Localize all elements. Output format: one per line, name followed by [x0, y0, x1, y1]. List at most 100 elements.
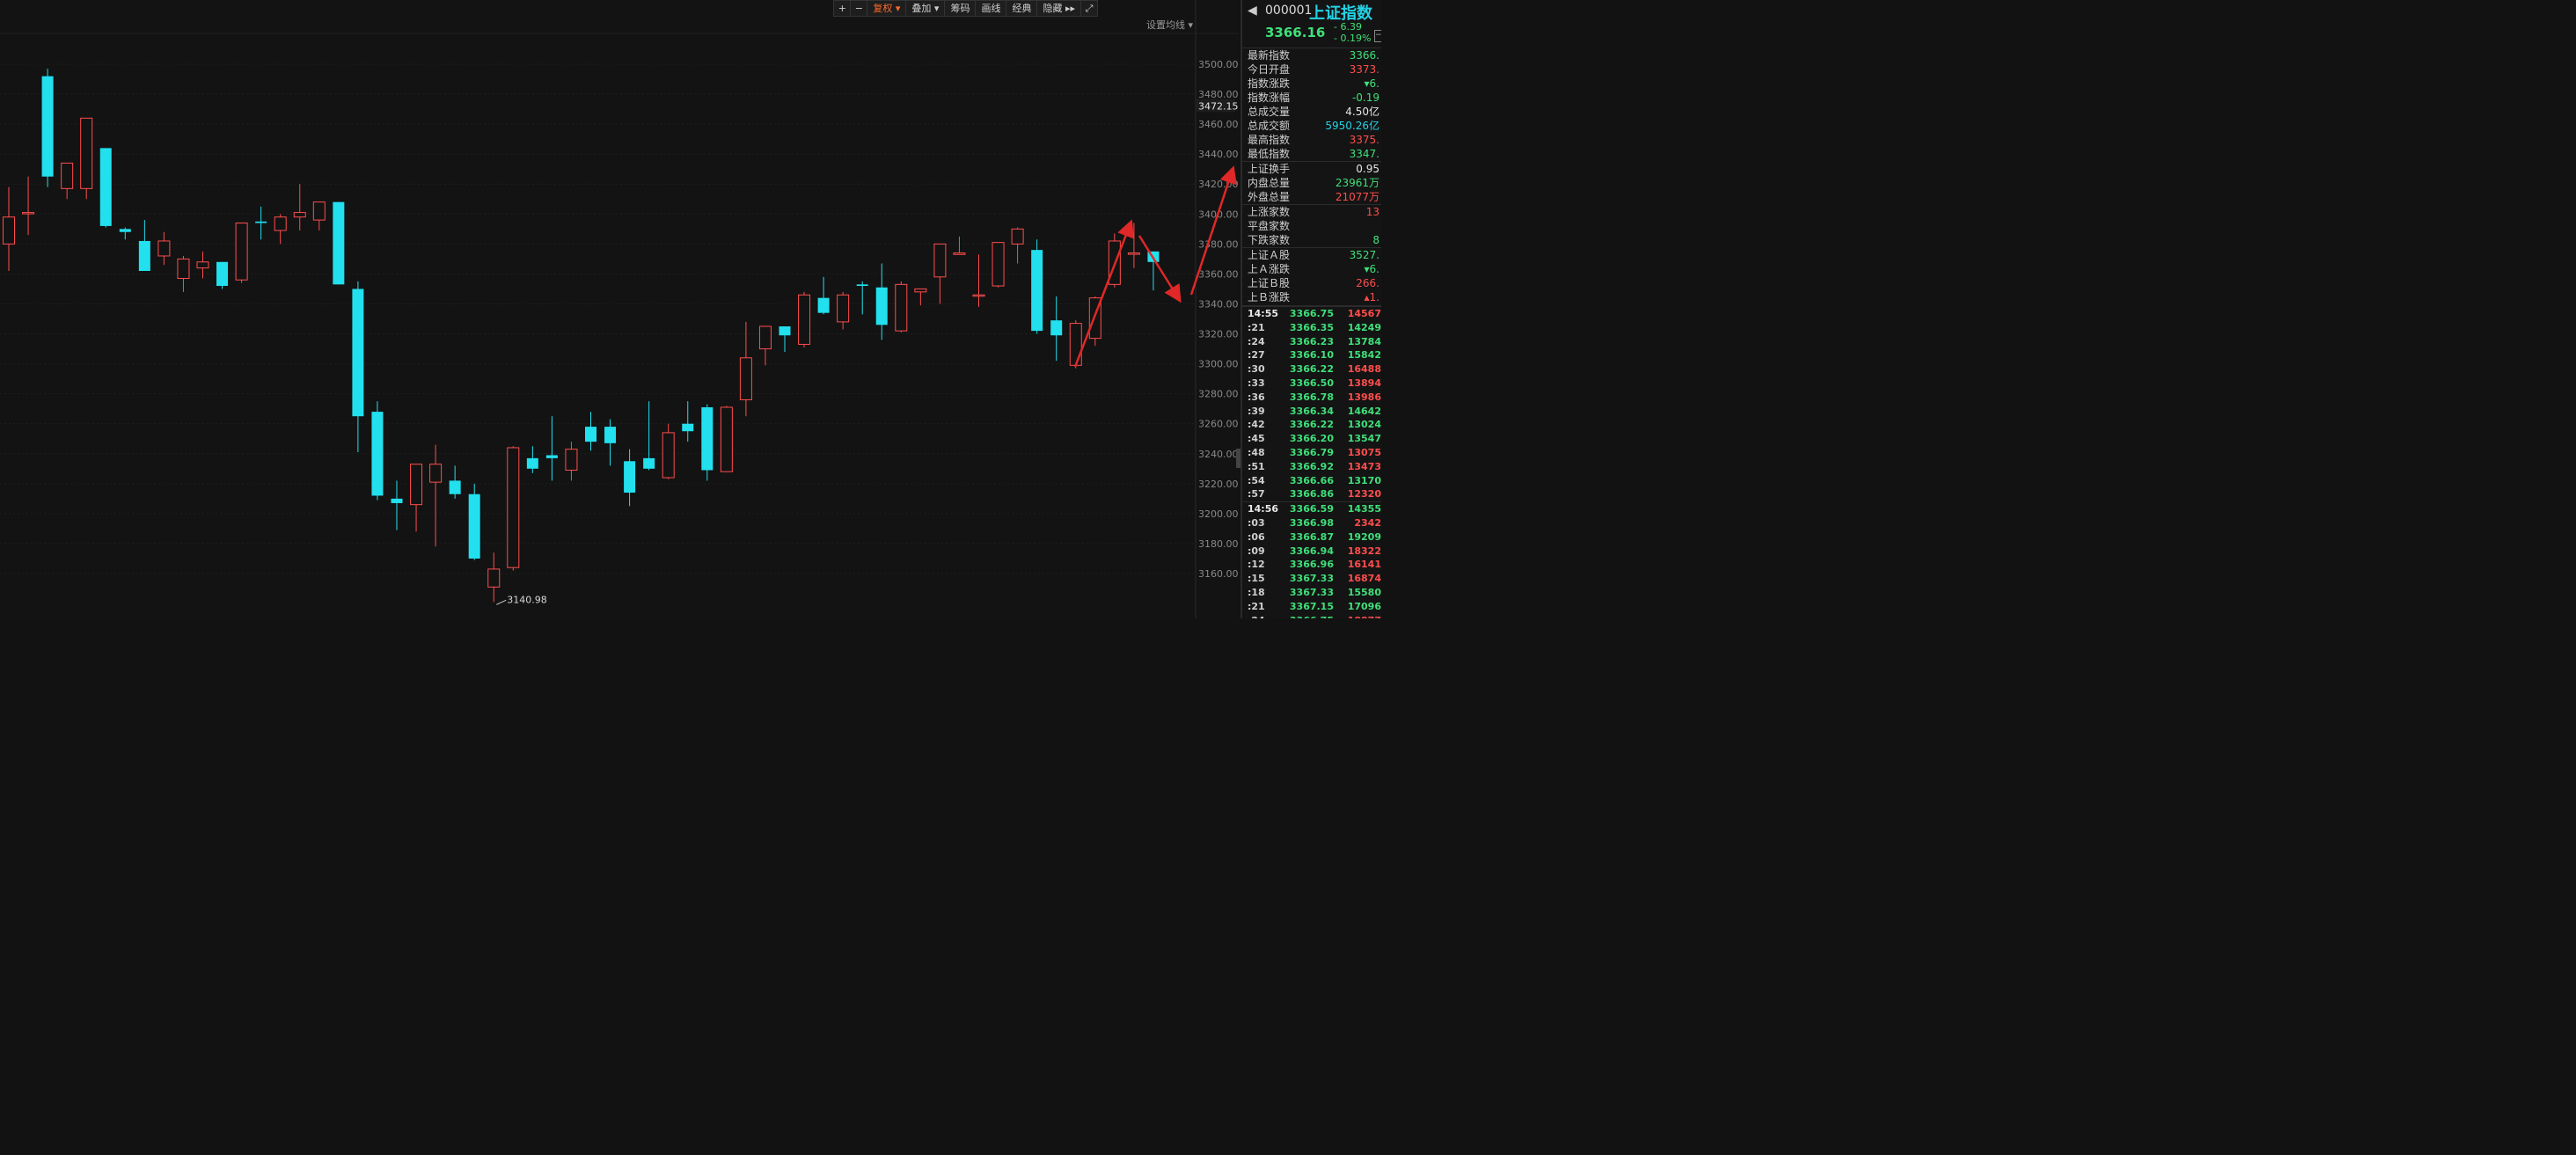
quote-value: 13	[1365, 206, 1379, 218]
kline-chart[interactable]: 3500.003480.003460.003440.003420.003400.…	[0, 0, 1346, 618]
zoom-in-button[interactable]: +	[833, 0, 852, 17]
tick-volume: 18322	[1347, 545, 1381, 557]
kline-chart-area[interactable]: 3500.003480.003460.003440.003420.003400.…	[0, 0, 1346, 618]
candle-body	[662, 432, 675, 479]
quote-label: 今日开盘	[1248, 63, 1291, 76]
tick-price: 3366.22	[1289, 363, 1334, 376]
toggle-button[interactable]: −	[1374, 30, 1381, 42]
candle-body	[1050, 320, 1063, 336]
candle-body	[1127, 252, 1140, 255]
quote-value: 3347.	[1349, 148, 1379, 160]
fullscreen-icon[interactable]: ⤢	[1080, 0, 1098, 17]
tick-volume: 15842	[1347, 349, 1381, 362]
double-chevron-right-icon: ▸▸	[1065, 3, 1075, 14]
tick-time: :06	[1248, 530, 1265, 543]
quote-value: 23961万	[1335, 177, 1379, 189]
tick-volume: 13075	[1347, 446, 1381, 458]
tick-volume: 14355	[1347, 503, 1381, 515]
hide-button[interactable]: 隐藏 ▸▸	[1036, 0, 1081, 17]
chip-distribution-button[interactable]: 筹码	[944, 0, 977, 17]
candle-body	[41, 76, 54, 177]
tick-price: 3367.33	[1289, 573, 1334, 585]
candle-body	[216, 261, 229, 287]
draw-line-button[interactable]: 画线	[975, 0, 1007, 17]
y-tick-label: 3420.00	[1198, 179, 1239, 190]
quote-label: 上证换手	[1248, 163, 1291, 175]
tick-row: :48 3366.79 13075	[1242, 446, 1381, 460]
quote-row: 总成交量 4.50亿	[1242, 105, 1381, 119]
tick-price: 3366.34	[1289, 405, 1334, 417]
candle-body	[312, 201, 326, 221]
tick-volume: 13024	[1347, 419, 1381, 431]
tick-volume: 13894	[1347, 376, 1381, 389]
candle-body	[992, 242, 1005, 287]
tick-row: :54 3366.66 13170	[1242, 474, 1381, 488]
tick-volume: 14642	[1347, 405, 1381, 417]
candle-body	[119, 229, 131, 232]
candle-body	[487, 568, 501, 588]
tick-time: :21	[1248, 321, 1265, 333]
tick-row: :42 3366.22 13024	[1242, 418, 1381, 432]
candle-body	[875, 287, 888, 325]
candle-body	[196, 261, 209, 269]
tick-price: 3366.22	[1289, 419, 1334, 431]
candle-body	[682, 423, 694, 432]
tick-time: :27	[1248, 349, 1265, 362]
chart-toolbar: + − 复权 ▾ 叠加 ▾ 筹码 画线 经典 隐藏 ▸▸ ⤢	[833, 0, 1098, 17]
quote-row: 上Ｂ涨跌 ▴1.	[1242, 290, 1381, 304]
quote-value: 266.	[1356, 277, 1379, 289]
candle-body	[1069, 323, 1082, 366]
quote-value: -0.19	[1351, 91, 1379, 104]
quote-label: 最高指数	[1248, 134, 1291, 146]
tick-price: 3366.75	[1289, 308, 1334, 319]
tick-time: :36	[1248, 391, 1265, 403]
quote-value: 3375.	[1349, 134, 1379, 146]
candle-body	[1031, 250, 1043, 332]
overlay-button[interactable]: 叠加 ▾	[905, 0, 946, 17]
candle-body	[837, 294, 850, 323]
tick-list[interactable]: 14:55 3366.75 14567:21 3366.35 14249:24 3366.…	[1242, 305, 1381, 618]
quote-value: ▾6.	[1364, 263, 1379, 275]
candle-body	[856, 284, 868, 287]
quote-value	[1309, 219, 1381, 233]
quote-value: 5950.26亿	[1325, 120, 1379, 132]
tick-price: 3366.78	[1289, 391, 1334, 403]
quote-row: 指数涨幅 -0.19	[1242, 91, 1381, 105]
y-tick-label: 3220.00	[1198, 479, 1239, 490]
chevron-down-icon: ▾	[933, 3, 940, 14]
tick-row: :57 3366.86 12320	[1242, 487, 1381, 501]
classic-button[interactable]: 经典	[1006, 0, 1038, 17]
quote-label: 上Ａ涨跌	[1248, 263, 1291, 275]
y-tick-label: 3240.00	[1198, 449, 1239, 460]
candle-body	[80, 117, 93, 189]
candle-body	[953, 252, 966, 255]
index-price: 3366.16	[1265, 25, 1326, 40]
tick-row: :45 3366.20 13547	[1242, 432, 1381, 446]
quote-label: 平盘家数	[1248, 220, 1291, 232]
tick-volume: 17096	[1347, 600, 1381, 612]
ma-setting-dropdown[interactable]: 设置均线 ▾	[1146, 19, 1194, 31]
quote-value: 4.50亿	[1345, 106, 1379, 118]
quote-row: 最新指数 3366.	[1242, 48, 1381, 62]
candle-body	[545, 455, 558, 458]
quote-row: 内盘总量 23961万	[1242, 176, 1381, 190]
tick-price: 3366.94	[1289, 545, 1334, 557]
quote-value: 21077万	[1335, 191, 1379, 203]
index-name: 上证指数	[1309, 4, 1372, 23]
tick-volume: 2342	[1354, 516, 1381, 529]
last-price-tag	[1197, 99, 1235, 113]
zoom-out-button[interactable]: −	[850, 0, 868, 17]
tick-row: :33 3366.50 13894	[1242, 376, 1381, 391]
tick-price: 3366.59	[1289, 503, 1334, 515]
tick-price: 3366.66	[1289, 474, 1334, 486]
candle-body	[61, 162, 74, 189]
tick-time: :33	[1248, 376, 1265, 389]
fuquan-button[interactable]: 复权 ▾	[867, 0, 907, 17]
panel-resize-handle[interactable]	[1236, 449, 1240, 468]
collapse-arrow-icon[interactable]: ◀	[1248, 4, 1257, 18]
quote-row: 今日开盘 3373.	[1242, 62, 1381, 77]
tick-row: :36 3366.78 13986	[1242, 391, 1381, 405]
change-value: - 6.39	[1334, 21, 1362, 33]
quote-label: 上Ｂ涨跌	[1248, 291, 1291, 303]
